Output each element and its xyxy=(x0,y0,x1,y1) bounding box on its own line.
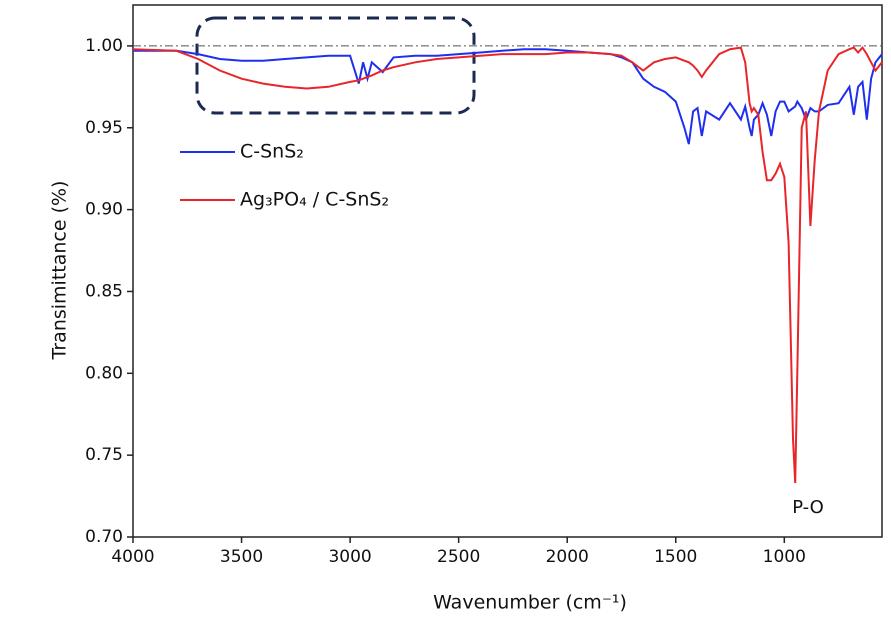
x-tick-label: 2000 xyxy=(546,547,589,567)
y-tick-label: 0.90 xyxy=(85,200,123,220)
x-tick-label: 4000 xyxy=(111,547,154,567)
y-tick-label: 1.00 xyxy=(85,36,123,56)
x-tick-label: 1000 xyxy=(763,547,806,567)
x-tick-label: 3000 xyxy=(328,547,371,567)
y-tick-label: 0.75 xyxy=(85,445,123,465)
x-tick-label: 2500 xyxy=(437,547,480,567)
series-line xyxy=(132,45,883,484)
legend-label: C-SnS₂ xyxy=(240,141,304,163)
y-tick-label: 0.70 xyxy=(85,527,123,547)
y-tick-label: 0.95 xyxy=(85,118,123,138)
annotation: P-O xyxy=(792,497,824,518)
series-line xyxy=(133,48,883,145)
plot-frame xyxy=(132,4,883,538)
y-tick-label: 0.85 xyxy=(85,281,123,301)
highlight-box xyxy=(195,16,476,115)
legend-label: Ag₃PO₄ / C-SnS₂ xyxy=(240,189,389,211)
x-tick-label: 3500 xyxy=(220,547,263,567)
x-tick-label: 1500 xyxy=(654,547,697,567)
y-axis-label: Transimittance (%) xyxy=(49,181,71,361)
y-tick-label: 0.80 xyxy=(85,363,123,383)
x-axis-label: Wavenumber (cm⁻¹) xyxy=(433,592,627,614)
